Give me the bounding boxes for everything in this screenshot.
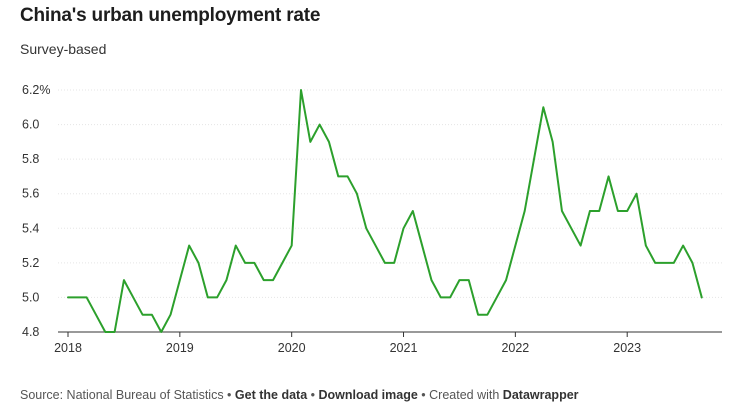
y-axis-labels: 4.8 5.0 5.2 5.4 5.6 5.8 6.0 6.2% xyxy=(22,83,51,339)
gridlines xyxy=(58,89,722,333)
chart-subtitle: Survey-based xyxy=(20,41,107,57)
y-tick-label: 5.2 xyxy=(22,256,39,270)
x-tick-label: 2021 xyxy=(390,341,418,355)
y-tick-label: 5.8 xyxy=(22,152,39,166)
footer-separator: • xyxy=(307,388,319,402)
series-layer xyxy=(67,89,703,333)
source-text: Source: National Bureau of Statistics xyxy=(20,388,224,402)
x-tick-label: 2023 xyxy=(613,341,641,355)
series-line-unemployment xyxy=(67,89,703,333)
x-tick-label: 2022 xyxy=(501,341,529,355)
line-chart: 4.85.05.25.45.65.86.06.2% 2018 2019 2020 20… xyxy=(22,83,722,355)
chart-title: China's urban unemployment rate xyxy=(20,5,321,26)
footer: Source: National Bureau of Statistics • … xyxy=(20,388,579,402)
created-with-text: Created with xyxy=(429,388,503,402)
footer-separator: • xyxy=(223,388,235,402)
footer-separator: • xyxy=(417,388,430,402)
get-data-link[interactable]: Get the data xyxy=(234,388,308,402)
y-tick-label: 5.4 xyxy=(22,221,39,235)
x-tick-label: 2018 xyxy=(54,341,82,355)
download-image-link[interactable]: Download image xyxy=(318,388,418,402)
y-tick-label: 6.2% xyxy=(22,83,51,97)
x-tick-label: 2019 xyxy=(166,341,194,355)
x-tick-label: 2020 xyxy=(278,341,306,355)
y-tick-label: 4.8 xyxy=(22,325,39,339)
y-tick-label: 5.6 xyxy=(22,187,39,201)
x-axis-ticks: 2018 2019 2020 2021 2022 2023 xyxy=(54,332,641,355)
datawrapper-link[interactable]: Datawrapper xyxy=(502,388,579,402)
y-tick-label: 5.0 xyxy=(22,290,39,304)
y-tick-label: 6.0 xyxy=(22,118,39,132)
